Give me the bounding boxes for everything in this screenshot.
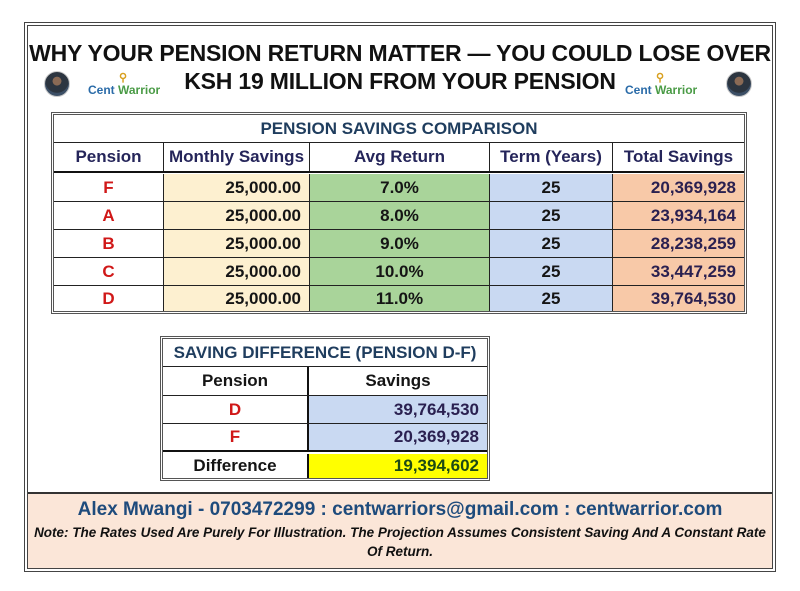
table-row: F 25,000.00 7.0% 25 20,369,928	[54, 174, 744, 202]
pension-label: B	[54, 230, 164, 257]
table-title-row: SAVING DIFFERENCE (PENSION D-F)	[163, 339, 487, 367]
monthly-savings: 25,000.00	[164, 286, 310, 311]
total-savings: 39,764,530	[613, 286, 744, 311]
term-years: 25	[490, 230, 613, 257]
table-row: F 20,369,928	[163, 424, 487, 452]
column-header: Total Savings	[623, 147, 734, 166]
pension-label: D	[54, 286, 164, 311]
monthly-savings: 25,000.00	[164, 202, 310, 229]
page-title-line2: KSH 19 MILLION FROM YOUR PENSION	[184, 68, 616, 94]
column-header: Pension	[54, 143, 164, 171]
pension-label: C	[54, 258, 164, 285]
avg-return: 7.0%	[310, 174, 490, 201]
avatar-left	[44, 71, 70, 97]
pension-comparison-table: PENSION SAVINGS COMPARISON Pension Month…	[51, 112, 747, 314]
savings-value: 20,369,928	[309, 424, 487, 450]
pension-label: F	[163, 424, 309, 450]
disclaimer-note: Note: The Rates Used Are Purely For Illu…	[34, 525, 766, 559]
table-row: D 25,000.00 11.0% 25 39,764,530	[54, 286, 744, 311]
brand-mark-icon: ⚲	[119, 72, 128, 84]
avg-return: 10.0%	[310, 258, 490, 285]
saving-difference-table: SAVING DIFFERENCE (PENSION D-F) Pension …	[160, 336, 490, 481]
brand-logo-right: ⚲ Cent Warrior	[625, 72, 698, 97]
avatar-right	[726, 71, 752, 97]
monthly-savings: 25,000.00	[164, 258, 310, 285]
avg-return: 9.0%	[310, 230, 490, 257]
table-title: PENSION SAVINGS COMPARISON	[260, 118, 538, 138]
total-savings: 33,447,259	[613, 258, 744, 285]
difference-row: Difference 19,394,602	[163, 454, 487, 478]
page-title-line1: WHY YOUR PENSION RETURN MATTER — YOU COU…	[29, 40, 771, 66]
term-years: 25	[490, 174, 613, 201]
table-header-row: Pension Monthly Savings Avg Return Term …	[54, 143, 744, 173]
avg-return: 8.0%	[310, 202, 490, 229]
pension-label: F	[54, 174, 164, 201]
monthly-savings: 25,000.00	[164, 230, 310, 257]
table-title: SAVING DIFFERENCE (PENSION D-F)	[173, 342, 477, 362]
term-years: 25	[490, 258, 613, 285]
table-row: A 25,000.00 8.0% 25 23,934,164	[54, 202, 744, 230]
total-savings: 23,934,164	[613, 202, 744, 229]
savings-value: 39,764,530	[309, 396, 487, 423]
avg-return: 11.0%	[310, 286, 490, 311]
table-title-row: PENSION SAVINGS COMPARISON	[54, 115, 744, 143]
column-header: Savings	[365, 371, 431, 390]
footer: Alex Mwangi - 0703472299 : centwarriors@…	[28, 492, 772, 568]
brand-mark-icon: ⚲	[656, 72, 665, 84]
column-header: Monthly Savings	[164, 143, 310, 171]
table-row: D 39,764,530	[163, 396, 487, 424]
table-header-row: Pension Savings	[163, 367, 487, 396]
column-header: Avg Return	[310, 143, 490, 171]
column-header: Term (Years)	[490, 143, 613, 171]
difference-label: Difference	[163, 454, 309, 478]
total-savings: 28,238,259	[613, 230, 744, 257]
pension-label: A	[54, 202, 164, 229]
monthly-savings: 25,000.00	[164, 174, 310, 201]
brand-logo-left: ⚲ Cent Warrior	[88, 72, 161, 97]
column-header: Pension	[163, 367, 309, 395]
infographic-frame: WHY YOUR PENSION RETURN MATTER — YOU COU…	[24, 22, 776, 572]
term-years: 25	[490, 202, 613, 229]
difference-value: 19,394,602	[309, 454, 487, 478]
term-years: 25	[490, 286, 613, 311]
total-savings: 20,369,928	[613, 174, 744, 201]
table-row: B 25,000.00 9.0% 25 28,238,259	[54, 230, 744, 258]
pension-label: D	[163, 396, 309, 423]
contact-info: Alex Mwangi - 0703472299 : centwarriors@…	[77, 499, 723, 520]
table-row: C 25,000.00 10.0% 25 33,447,259	[54, 258, 744, 286]
